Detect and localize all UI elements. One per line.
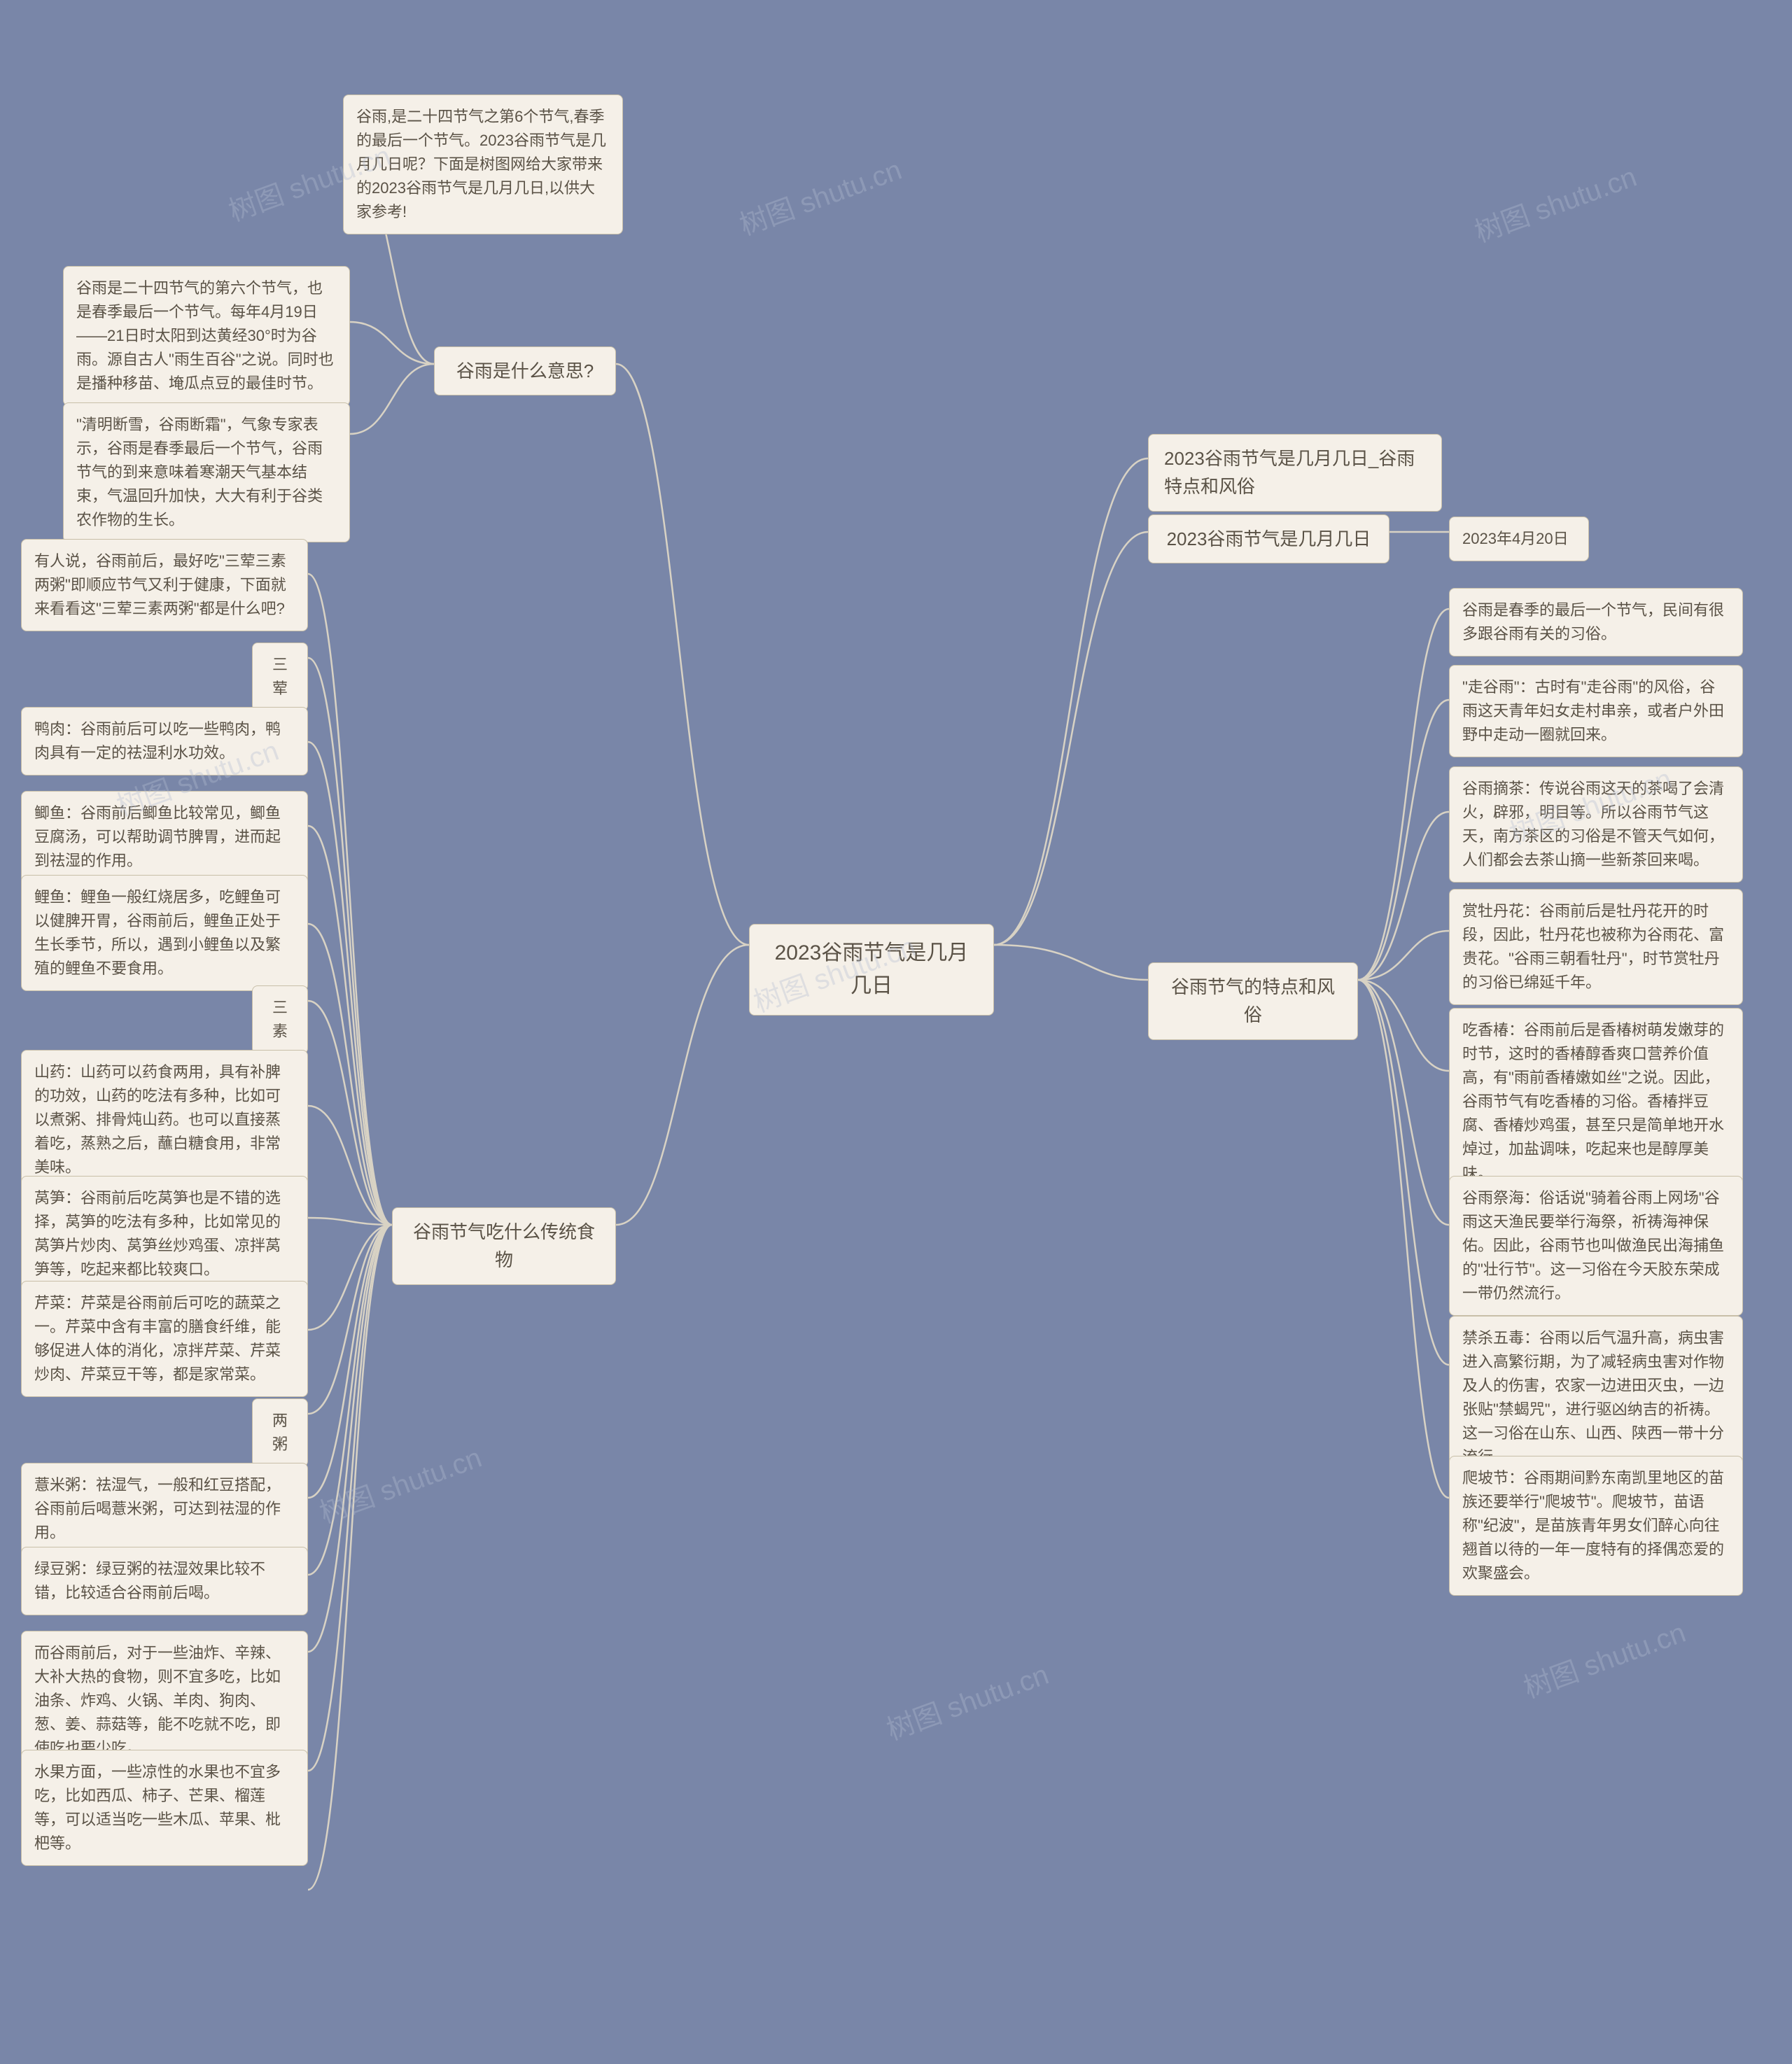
watermark: 树图 shutu.cn <box>1468 154 1642 250</box>
leaf-r3-1: "走谷雨"：古时有"走谷雨"的风俗，谷雨这天青年妇女走村串亲，或者户外田野中走动… <box>1449 665 1743 757</box>
group-g3-label: 两粥 <box>252 1398 308 1467</box>
leaf-g2-2: 芹菜：芹菜是谷雨前后可吃的蔬菜之一。芹菜中含有丰富的膳食纤维，能够促进人体的消化… <box>21 1281 308 1397</box>
branch-r2[interactable]: 2023谷雨节气是几月几日 <box>1148 514 1390 563</box>
leaf-r3-3: 赏牡丹花：谷雨前后是牡丹花开的时段，因此，牡丹花也被称为谷雨花、富贵花。"谷雨三… <box>1449 889 1743 1005</box>
leaf-l1-0: 谷雨是二十四节气的第六个节气，也是春季最后一个节气。每年4月19日——21日时太… <box>63 266 350 406</box>
branch-l2[interactable]: 谷雨节气吃什么传统食物 <box>392 1207 616 1285</box>
leaf-r3-0: 谷雨是春季的最后一个节气，民间有很多跟谷雨有关的习俗。 <box>1449 588 1743 657</box>
leaf-r2-date: 2023年4月20日 <box>1449 517 1589 561</box>
branch-l1[interactable]: 谷雨是什么意思? <box>434 346 616 395</box>
leaf-l2-intro: 有人说，谷雨前后，最好吃"三荤三素两粥"即顺应节气又利于健康，下面就来看看这"三… <box>21 539 308 631</box>
watermark: 树图 shutu.cn <box>313 1435 486 1531</box>
leaf-l2-tail-1: 水果方面，一些凉性的水果也不宜多吃，比如西瓜、柿子、芒果、榴莲等，可以适当吃一些… <box>21 1750 308 1866</box>
root-node[interactable]: 2023谷雨节气是几月几日 <box>749 924 994 1016</box>
watermark: 树图 shutu.cn <box>1517 1610 1690 1706</box>
leaf-l1-1: "清明断雪，谷雨断霜"，气象专家表示，谷雨是春季最后一个节气，谷雨节气的到来意味… <box>63 402 350 542</box>
group-g2-label: 三素 <box>252 985 308 1054</box>
leaf-g1-2: 鲤鱼：鲤鱼一般红烧居多，吃鲤鱼可以健脾开胃，谷雨前后，鲤鱼正处于生长季节，所以，… <box>21 875 308 991</box>
watermark: 树图 shutu.cn <box>733 147 906 243</box>
branch-r3[interactable]: 谷雨节气的特点和风俗 <box>1148 962 1358 1040</box>
group-g1-label: 三荤 <box>252 643 308 711</box>
leaf-g2-0: 山药：山药可以药食两用，具有补脾的功效，山药的吃法有多种，比如可以煮粥、排骨炖山… <box>21 1050 308 1190</box>
leaf-g2-1: 莴笋：谷雨前后吃莴笋也是不错的选择，莴笋的吃法有多种，比如常见的莴笋片炒肉、莴笋… <box>21 1176 308 1292</box>
watermark: 树图 shutu.cn <box>880 1652 1054 1748</box>
leaf-r3-5: 谷雨祭海：俗话说"骑着谷雨上网场"谷雨这天渔民要举行海祭，祈祷海神保佑。因此，谷… <box>1449 1176 1743 1316</box>
leaf-r3-4: 吃香椿：谷雨前后是香椿树萌发嫩芽的时节，这时的香椿醇香爽口营养价值高，有"雨前香… <box>1449 1008 1743 1196</box>
branch-r1[interactable]: 2023谷雨节气是几月几日_谷雨特点和风俗 <box>1148 434 1442 512</box>
leaf-l1-intro: 谷雨,是二十四节气之第6个节气,春季的最后一个节气。2023谷雨节气是几月几日呢… <box>343 94 623 234</box>
leaf-r3-2: 谷雨摘茶：传说谷雨这天的茶喝了会清火，辟邪，明目等。所以谷雨节气这天，南方茶区的… <box>1449 766 1743 883</box>
leaf-g1-1: 鲫鱼：谷雨前后鲫鱼比较常见，鲫鱼豆腐汤，可以帮助调节脾胃，进而起到祛湿的作用。 <box>21 791 308 883</box>
leaf-g3-1: 绿豆粥：绿豆粥的祛湿效果比较不错，比较适合谷雨前后喝。 <box>21 1547 308 1615</box>
leaf-g3-0: 薏米粥：祛湿气，一般和红豆搭配，谷雨前后喝薏米粥，可达到祛湿的作用。 <box>21 1463 308 1555</box>
leaf-r3-7: 爬坡节：谷雨期间黔东南凯里地区的苗族还要举行"爬坡节"。爬坡节，苗语称"纪波"，… <box>1449 1456 1743 1596</box>
leaf-g1-0: 鸭肉：谷雨前后可以吃一些鸭肉，鸭肉具有一定的祛湿利水功效。 <box>21 707 308 775</box>
